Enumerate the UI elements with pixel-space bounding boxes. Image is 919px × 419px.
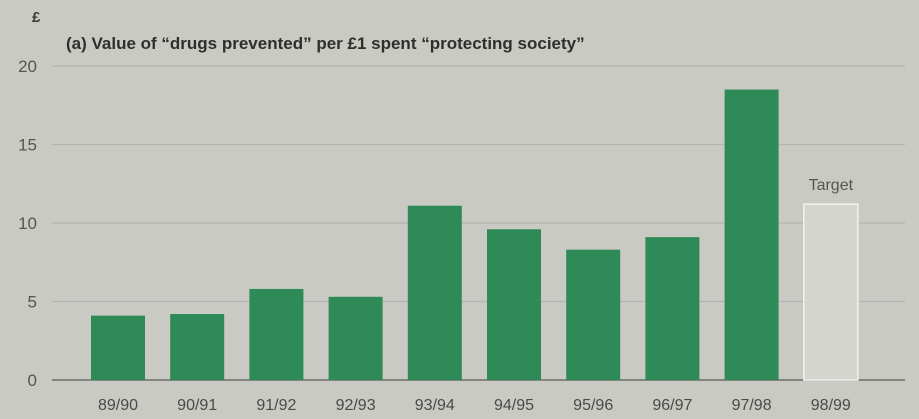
- bar: [91, 315, 145, 380]
- y-tick-label: 5: [28, 293, 37, 312]
- y-tick-label: 0: [28, 371, 37, 390]
- bar: [407, 205, 462, 380]
- x-tick-label: 91/92: [256, 397, 296, 414]
- bar: [724, 89, 779, 381]
- y-tick-label: 10: [18, 214, 37, 233]
- x-tick-label: 90/91: [177, 397, 217, 414]
- x-tick-label: 95/96: [573, 397, 613, 414]
- x-tick-label: 96/97: [652, 397, 692, 414]
- y-tick-label: 20: [18, 57, 37, 76]
- y-tick-label: 15: [18, 136, 37, 155]
- x-tick-label: 93/94: [415, 397, 455, 414]
- label-layer: 0 5 10 15 20 89/90 90/91 91/92 92/93 93/94 94/95 95…: [18, 57, 854, 414]
- x-tick-label: 94/95: [494, 397, 534, 414]
- bar: [328, 296, 383, 380]
- x-tick-label: 98/99: [811, 397, 851, 414]
- bar: [249, 288, 304, 380]
- bar: [566, 249, 621, 380]
- chart-title: (a) Value of “drugs prevented” per £1 sp…: [66, 34, 585, 53]
- bar: [645, 237, 700, 380]
- bar: [170, 314, 225, 380]
- x-tick-label: 92/93: [336, 397, 376, 414]
- y-unit-label: £: [32, 9, 41, 26]
- x-tick-label: 97/98: [732, 397, 772, 414]
- bar-layer: [91, 89, 859, 381]
- bar-target: [803, 203, 859, 381]
- target-annotation: Target: [809, 177, 854, 194]
- bar: [487, 229, 541, 380]
- x-tick-label: 89/90: [98, 397, 138, 414]
